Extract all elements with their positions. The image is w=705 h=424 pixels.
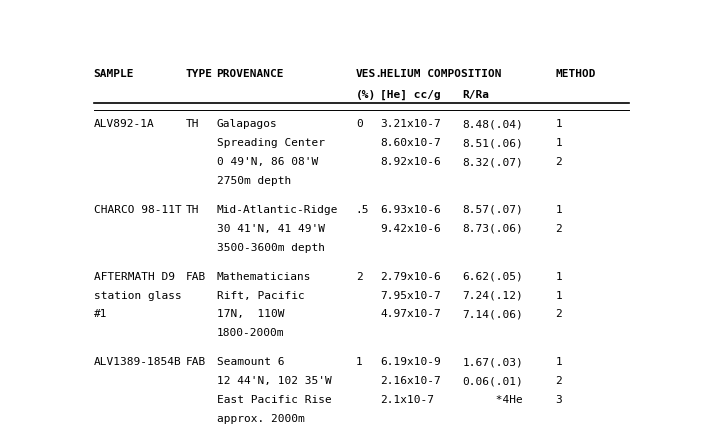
- Text: (%): (%): [356, 90, 376, 100]
- Text: TH: TH: [185, 120, 199, 129]
- Text: 2.16x10-7: 2.16x10-7: [381, 376, 441, 386]
- Text: 8.57(.07): 8.57(.07): [462, 205, 523, 215]
- Text: 1: 1: [556, 357, 562, 367]
- Text: 2750m depth: 2750m depth: [216, 176, 290, 186]
- Text: Seamount 6: Seamount 6: [216, 357, 284, 367]
- Text: 1: 1: [556, 138, 562, 148]
- Text: 6.19x10-9: 6.19x10-9: [381, 357, 441, 367]
- Text: 6.93x10-6: 6.93x10-6: [381, 205, 441, 215]
- Text: approx. 2000m: approx. 2000m: [216, 414, 305, 424]
- Text: PROVENANCE: PROVENANCE: [216, 69, 284, 79]
- Text: Mathematicians: Mathematicians: [216, 272, 311, 282]
- Text: 1: 1: [556, 120, 562, 129]
- Text: #1: #1: [94, 310, 107, 319]
- Text: FAB: FAB: [185, 357, 206, 367]
- Text: R/Ra: R/Ra: [462, 90, 489, 100]
- Text: 3: 3: [556, 395, 562, 405]
- Text: 3500-3600m depth: 3500-3600m depth: [216, 243, 324, 253]
- Text: SAMPLE: SAMPLE: [94, 69, 134, 79]
- Text: TYPE: TYPE: [185, 69, 212, 79]
- Text: Rift, Pacific: Rift, Pacific: [216, 290, 305, 301]
- Text: 1: 1: [356, 357, 362, 367]
- Text: 2: 2: [556, 157, 562, 167]
- Text: 2: 2: [556, 224, 562, 234]
- Text: 7.95x10-7: 7.95x10-7: [381, 290, 441, 301]
- Text: Spreading Center: Spreading Center: [216, 138, 324, 148]
- Text: 2.1x10-7: 2.1x10-7: [381, 395, 434, 405]
- Text: 8.92x10-6: 8.92x10-6: [381, 157, 441, 167]
- Text: ALV892-1A: ALV892-1A: [94, 120, 154, 129]
- Text: METHOD: METHOD: [556, 69, 596, 79]
- Text: AFTERMATH D9: AFTERMATH D9: [94, 272, 175, 282]
- Text: FAB: FAB: [185, 272, 206, 282]
- Text: 1800-2000m: 1800-2000m: [216, 329, 284, 338]
- Text: 1: 1: [556, 272, 562, 282]
- Text: .5: .5: [356, 205, 369, 215]
- Text: 1.67(.03): 1.67(.03): [462, 357, 523, 367]
- Text: 17N,  110W: 17N, 110W: [216, 310, 284, 319]
- Text: 2: 2: [556, 310, 562, 319]
- Text: 3.21x10-7: 3.21x10-7: [381, 120, 441, 129]
- Text: 0.06(.01): 0.06(.01): [462, 376, 523, 386]
- Text: 1: 1: [556, 205, 562, 215]
- Text: 8.32(.07): 8.32(.07): [462, 157, 523, 167]
- Text: ALV1389-1854B: ALV1389-1854B: [94, 357, 181, 367]
- Text: VES.: VES.: [356, 69, 383, 79]
- Text: East Pacific Rise: East Pacific Rise: [216, 395, 331, 405]
- Text: TH: TH: [185, 205, 199, 215]
- Text: 8.48(.04): 8.48(.04): [462, 120, 523, 129]
- Text: Galapagos: Galapagos: [216, 120, 277, 129]
- Text: 2: 2: [356, 272, 362, 282]
- Text: 30 41'N, 41 49'W: 30 41'N, 41 49'W: [216, 224, 324, 234]
- Text: 0: 0: [356, 120, 362, 129]
- Text: 1: 1: [556, 290, 562, 301]
- Text: station glass: station glass: [94, 290, 181, 301]
- Text: *4He: *4He: [462, 395, 523, 405]
- Text: 9.42x10-6: 9.42x10-6: [381, 224, 441, 234]
- Text: CHARCO 98-11T: CHARCO 98-11T: [94, 205, 181, 215]
- Text: 8.60x10-7: 8.60x10-7: [381, 138, 441, 148]
- Text: HELIUM COMPOSITION: HELIUM COMPOSITION: [381, 69, 502, 79]
- Text: 7.24(.12): 7.24(.12): [462, 290, 523, 301]
- Text: Mid-Atlantic-Ridge: Mid-Atlantic-Ridge: [216, 205, 338, 215]
- Text: 8.73(.06): 8.73(.06): [462, 224, 523, 234]
- Text: 2.79x10-6: 2.79x10-6: [381, 272, 441, 282]
- Text: 6.62(.05): 6.62(.05): [462, 272, 523, 282]
- Text: 0 49'N, 86 08'W: 0 49'N, 86 08'W: [216, 157, 318, 167]
- Text: 8.51(.06): 8.51(.06): [462, 138, 523, 148]
- Text: 7.14(.06): 7.14(.06): [462, 310, 523, 319]
- Text: 2: 2: [556, 376, 562, 386]
- Text: 12 44'N, 102 35'W: 12 44'N, 102 35'W: [216, 376, 331, 386]
- Text: 4.97x10-7: 4.97x10-7: [381, 310, 441, 319]
- Text: [He] cc/g: [He] cc/g: [381, 90, 441, 100]
